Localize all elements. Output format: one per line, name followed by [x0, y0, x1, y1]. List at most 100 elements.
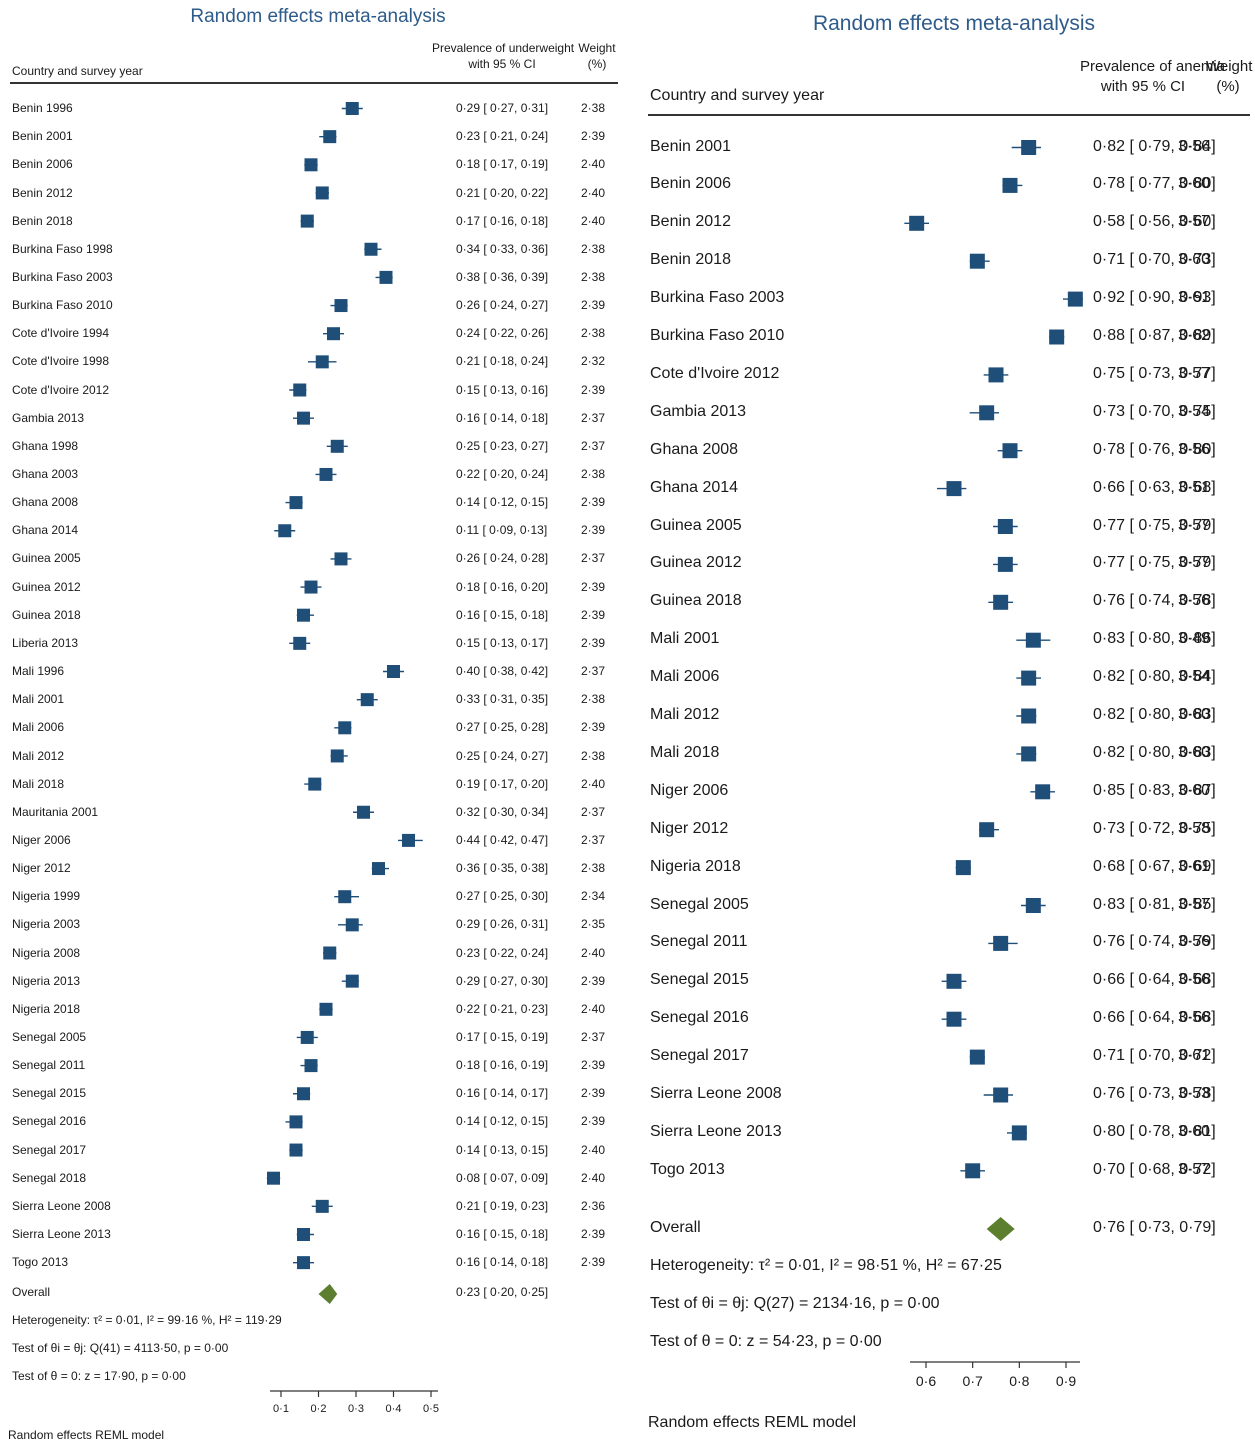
study-label: Senegal 2011 [12, 1058, 86, 1073]
study-ci-text: 0·36 [ 0·35, 0·38] [456, 861, 549, 876]
study-ci-text: 0·29 [ 0·27, 0·31] [456, 101, 549, 116]
study-ci-text: 0·22 [ 0·20, 0·24] [456, 467, 549, 481]
chart-title: Random effects meta-analysis [812, 12, 1096, 35]
study-label: Sierra Leone 2013 [650, 1122, 782, 1140]
study-point-estimate [338, 890, 352, 904]
study-weight: 3·56 [1177, 137, 1210, 155]
study-label: Ghana 2014 [650, 478, 739, 496]
header-rule [648, 114, 1250, 116]
study-label: Burkina Faso 2010 [650, 327, 785, 345]
study-point-estimate [304, 158, 318, 172]
study-weight: 3·60 [1177, 706, 1210, 724]
study-point-estimate [345, 102, 359, 115]
study-ci-text: 0·77 [ 0·75, 0·79] [1093, 516, 1216, 534]
study-point-estimate [360, 693, 374, 707]
study-weight: 3·61 [1177, 289, 1210, 307]
study-weight: 3·56 [1177, 971, 1210, 989]
x-tick-label: 0·4 [386, 1403, 402, 1415]
study-label: Gambia 2013 [12, 410, 85, 425]
study-point-estimate [267, 1171, 280, 1185]
study-label: Mali 2018 [12, 776, 65, 791]
study-ci-text: 0·76 [ 0·74, 0·78] [1093, 592, 1216, 610]
study-label: Togo 2013 [650, 1160, 725, 1178]
study-point-estimate [278, 524, 292, 538]
study-ci-text: 0·15 [ 0·13, 0·17] [456, 635, 549, 650]
study-ci-text: 0·16 [ 0·15, 0·18] [456, 1227, 549, 1242]
study-label: Senegal 2017 [12, 1142, 87, 1157]
study-weight: 2·38 [580, 241, 605, 256]
study-ci-text: 0·73 [ 0·70, 0·75] [1093, 402, 1216, 420]
study-ci-text: 0·23 [ 0·22, 0·24] [456, 945, 549, 960]
overall-ci: 0·76 [ 0·73, 0·79] [1093, 1219, 1216, 1236]
study-weight: 3·61 [1177, 1047, 1210, 1065]
study-label: Senegal 2015 [12, 1086, 87, 1101]
study-weight: 3·58 [1177, 819, 1210, 837]
study-point-estimate [993, 594, 1009, 610]
study-point-estimate [304, 1059, 318, 1073]
study-weight: 2·38 [580, 467, 605, 481]
x-tick-label: 0·8 [1009, 1373, 1029, 1389]
study-weight: 2·38 [580, 748, 605, 763]
study-label: Cote d'Ivoire 2012 [650, 364, 780, 382]
study-ci-text: 0·26 [ 0·24, 0·28] [456, 551, 549, 566]
study-weight: 2·38 [580, 861, 605, 876]
study-point-estimate [909, 215, 925, 231]
study-ci-text: 0·27 [ 0·25, 0·28] [456, 720, 549, 735]
anemia-forest-plot: Random effects meta-analysis Country and… [638, 0, 1255, 1444]
study-weight: 2·39 [580, 298, 605, 313]
study-point-estimate [293, 383, 307, 397]
study-weight: 2·35 [580, 917, 605, 932]
study-ci-text: 0·88 [ 0·87, 0·89] [1093, 327, 1216, 345]
heterogeneity-stats: Heterogeneity: τ² = 0·01, I² = 98·51 %, … [650, 1257, 1002, 1274]
column-header-weight-line2: (%) [587, 56, 607, 71]
study-ci-text: 0·16 [ 0·14, 0·18] [456, 1255, 549, 1270]
study-point-estimate [1025, 632, 1041, 648]
study-label: Benin 2018 [650, 251, 731, 269]
study-weight: 3·57 [1177, 895, 1210, 913]
study-label: Sierra Leone 2008 [12, 1198, 111, 1213]
study-label: Cote d'Ivoire 1998 [12, 354, 110, 369]
header-rule [10, 82, 618, 84]
study-weight: 2·39 [580, 720, 605, 735]
study-point-estimate [315, 186, 329, 200]
study-label: Benin 2012 [12, 185, 73, 200]
study-point-estimate [304, 580, 318, 594]
column-header-prevalence: Prevalence of anemia with 95 % CI [1080, 57, 1225, 96]
column-header-prevalence: Prevalence of underweight with 95 % CI [432, 41, 574, 72]
overall-diamond [318, 1284, 338, 1304]
study-point-estimate [300, 1030, 314, 1044]
study-ci-text: 0·14 [ 0·12, 0·15] [456, 1114, 549, 1129]
study-point-estimate [979, 822, 995, 838]
study-label: Senegal 2016 [650, 1009, 749, 1027]
study-label: Nigeria 2013 [12, 973, 81, 988]
study-point-estimate [946, 973, 962, 989]
study-weight: 2·40 [580, 213, 605, 228]
study-label: Niger 2012 [650, 819, 729, 837]
study-point-estimate [988, 367, 1004, 383]
study-weight: 2·37 [580, 1030, 605, 1044]
study-weight: 2·39 [580, 495, 605, 510]
study-ci-text: 0·24 [ 0·22, 0·26] [456, 326, 549, 341]
study-label: Mali 2006 [12, 720, 65, 735]
study-point-estimate [319, 1002, 333, 1016]
x-tick-label: 0·2 [311, 1403, 327, 1415]
study-label: Burkina Faso 2003 [650, 289, 785, 307]
study-weight: 2·39 [580, 382, 605, 397]
study-weight: 3·53 [1177, 1085, 1210, 1103]
study-label: Senegal 2017 [650, 1047, 749, 1065]
study-label: Mali 2012 [650, 706, 720, 724]
study-point-estimate [1002, 443, 1018, 459]
study-label: Mali 2001 [12, 692, 65, 707]
study-point-estimate [315, 1199, 329, 1213]
study-label: Mali 2006 [650, 668, 720, 686]
column-header-weight: Weight (%) [1206, 57, 1252, 96]
study-label: Sierra Leone 2013 [12, 1227, 111, 1242]
study-point-estimate [1025, 898, 1041, 913]
study-ci-text: 0·82 [ 0·79, 0·84] [1093, 137, 1216, 155]
x-tick-label: 0·6 [916, 1373, 936, 1389]
study-point-estimate [323, 946, 337, 960]
study-ci-text: 0·75 [ 0·73, 0·77] [1093, 364, 1216, 382]
study-point-estimate [289, 496, 303, 510]
study-point-estimate [297, 1228, 310, 1241]
study-ci-text: 0·21 [ 0·18, 0·24] [456, 354, 549, 369]
